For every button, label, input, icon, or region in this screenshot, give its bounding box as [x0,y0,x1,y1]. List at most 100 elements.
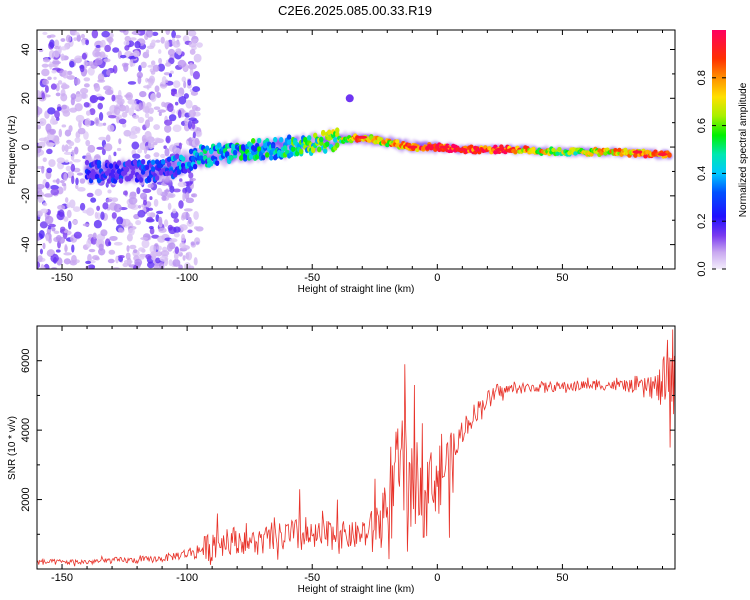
spectrogram-cell [119,30,127,33]
spectrogram-cell [170,88,178,93]
spectrogram-cell [163,72,171,76]
spectrogram-cell [123,129,132,137]
spectrogram-cell [204,145,210,151]
spectrogram-cell [50,188,60,196]
spectrogram-cell [85,260,92,265]
spectrogram-cell [85,39,90,46]
spectrogram-cell [183,208,193,212]
spectrogram-cell [164,147,170,157]
spectrogram-cell [188,172,194,179]
spectrogram-cell [174,34,182,39]
spectrogram-cell [183,93,189,99]
spectrogram-frame [36,29,676,270]
spectrogram-cell [325,141,330,147]
spectrogram-cell [124,105,130,114]
spectrogram-peak [439,145,450,149]
spectrogram-cell [108,241,112,246]
chart-title: C2E6.2025.085.00.33.R19 [278,3,432,18]
spectrogram-cell [172,208,177,214]
spectrogram-cell [149,196,153,201]
spectrogram-cell [256,137,262,144]
spectrogram-cell [64,159,69,163]
spectrogram-cell [100,211,105,220]
spectrogram-cell [63,216,69,222]
spectrogram-cell [146,177,152,183]
spectrogram-cell [156,210,164,215]
spectrogram-cell [71,244,75,253]
spectrogram-cell [179,224,188,231]
spectrogram-cell [71,175,75,185]
spectrogram-cell [86,192,94,198]
spectrogram-cell [323,148,328,154]
spectrogram-cell [54,39,60,48]
snr-panel: -150 -100 -50 0 50 2000 4000 6000 Height of st… [7,325,676,595]
colorbar: 0.0 0.2 0.4 0.6 0.8 Normalized spectral ampl… [696,30,749,277]
spectrogram-cell [130,165,136,171]
spectrogram-x-tick-label: 50 [556,272,568,284]
spectrogram-cell [150,93,157,102]
spectrogram-cell [150,166,156,172]
spectrogram-cell [122,190,128,196]
spectrogram-cell [55,234,62,242]
spectrogram-cell [111,197,119,203]
spectrogram-cell [193,257,198,266]
spectrogram-cell [395,139,400,144]
spectrogram-cell [118,118,127,125]
spectrogram-cell [133,50,140,58]
spectrogram-cell [103,58,111,63]
spectrogram-cell [73,77,81,86]
spectrogram-cell [74,57,82,64]
spectrogram-cell [41,79,49,86]
spectrogram-cell [63,258,71,265]
spectrogram-cell [123,40,130,46]
spectrogram-cell [317,146,322,153]
spectrogram-cell [192,86,201,93]
spectrogram-cell [192,163,198,170]
snr-y-tick-label: 2000 [20,487,32,511]
spectrogram-cell [83,77,91,82]
spectrogram-heatmap [37,30,673,269]
spectrogram-cell [59,179,65,184]
spectrogram-peak [632,150,643,154]
spectrogram-cell [170,210,179,219]
spectrogram-cell [188,109,196,118]
spectrogram-cell [167,202,172,211]
spectrogram-cell [56,106,62,112]
spectrogram-y-tick-label: 20 [20,92,32,104]
spectrogram-cell [73,231,82,239]
spectrogram-cell [43,193,53,198]
spectrogram-cell [98,112,104,121]
spectrogram-cell [127,81,137,85]
spectrogram-cell [91,30,99,39]
spectrogram-x-tick-label: -150 [51,272,73,284]
spectrogram-cell [69,161,73,165]
snr-x-tick-label: 0 [434,572,440,584]
spectrogram-cell [194,237,201,246]
spectrogram-cell [260,154,266,161]
spectrogram-cell [72,159,81,163]
spectrogram-cell [94,211,99,219]
spectrogram-cell [163,119,173,126]
spectrogram-cell [71,219,78,225]
spectrogram-cell [268,154,274,161]
spectrogram-cell [44,215,54,225]
spectrogram-cell [73,37,78,41]
spectrogram-cell [146,212,151,217]
spectrogram-cell [156,92,161,99]
spectrogram-cell [117,98,125,105]
spectrogram-cell [137,116,145,124]
spectrogram-cell [61,124,67,128]
spectrogram-cell [123,259,133,265]
spectrogram-cell [68,141,75,147]
spectrogram-cell [178,264,183,269]
spectrogram-cell [145,30,154,38]
spectrogram-cell [60,226,66,232]
spectrogram-cell [181,233,186,242]
spectrogram-cell [153,198,159,207]
spectrogram-cell [173,226,181,233]
spectrogram-cell [133,249,138,254]
spectrogram-cell [633,153,638,158]
spectrogram-cell [46,34,52,39]
spectrogram-cell [68,125,73,133]
spectrogram-cell [105,134,111,143]
